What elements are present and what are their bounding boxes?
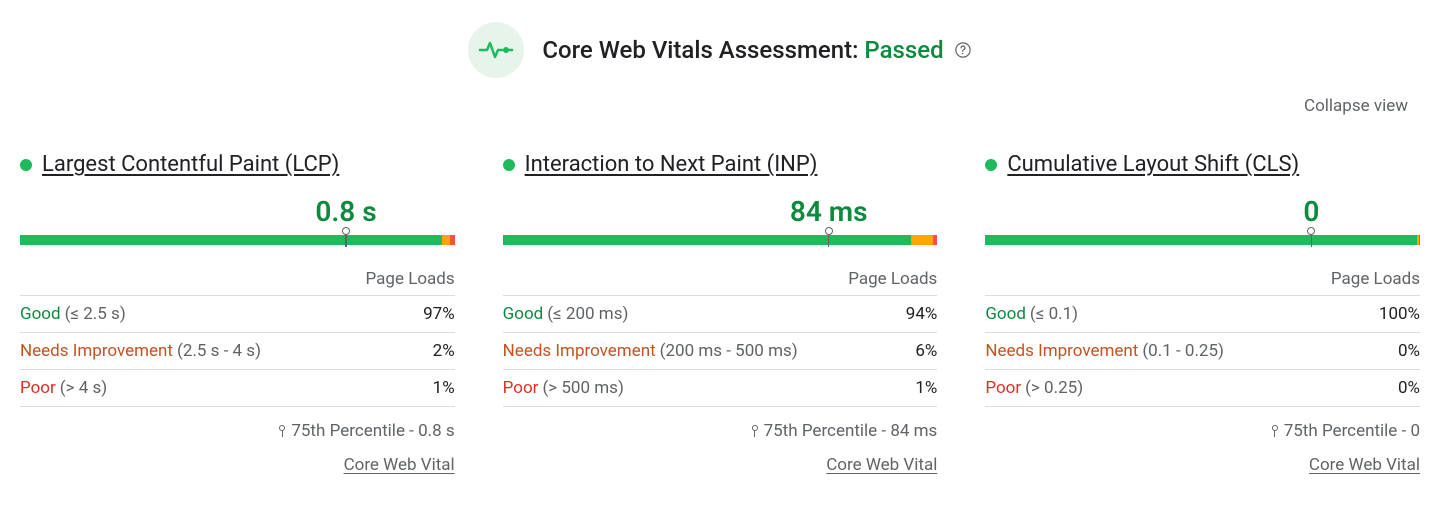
percentile-row: 75th Percentile - 0.8 s [20,421,455,441]
dist-pct: 97% [423,304,455,324]
core-web-vital-link[interactable]: Core Web Vital [20,455,455,475]
dist-row-ni: Needs Improvement (200 ms - 500 ms) 6% [503,333,938,370]
bar-segment-poor [1419,235,1420,245]
dist-range: (2.5 s - 4 s) [177,341,261,361]
percentile-text: 75th Percentile - 0.8 s [291,421,454,441]
percentile-row: 75th Percentile - 84 ms [503,421,938,441]
bar-segment-good [985,235,1417,245]
percentile-marker-icon [1272,425,1278,437]
page-loads-header: Page Loads [985,269,1420,296]
dist-range: (> 0.25) [1025,378,1083,398]
dist-range: (≤ 200 ms) [547,304,628,324]
dist-label: Poor [985,378,1021,398]
metric-value: 0.8 s [315,195,376,228]
assessment-title: Core Web Vitals Assessment: [542,36,858,64]
dist-pct: 94% [906,304,938,324]
dist-row-poor: Poor (> 4 s) 1% [20,370,455,407]
status-dot [985,159,997,171]
help-icon[interactable] [954,41,972,59]
dist-pct: 0% [1398,378,1420,398]
core-web-vital-link[interactable]: Core Web Vital [985,455,1420,475]
dist-label: Needs Improvement [985,341,1138,361]
metric-card-lcp: Largest Contentful Paint (LCP) 0.8 s Page … [20,152,455,475]
dist-range: (200 ms - 500 ms) [660,341,798,361]
dist-row-good: Good (≤ 0.1) 100% [985,296,1420,333]
percentile-text: 75th Percentile - 0 [1284,421,1420,441]
percentile-marker-icon [1307,227,1315,247]
metric-value: 84 ms [790,195,868,228]
dist-label: Poor [20,378,56,398]
metric-card-inp: Interaction to Next Paint (INP) 84 ms Page… [503,152,938,475]
percentile-marker-icon [825,227,833,247]
dist-range: (≤ 0.1) [1030,304,1078,324]
percentile-row: 75th Percentile - 0 [985,421,1420,441]
status-dot [503,159,515,171]
dist-label: Poor [503,378,539,398]
dist-label: Good [503,304,544,324]
bar-segment-ni [442,235,451,245]
metrics-row: Largest Contentful Paint (LCP) 0.8 s Page … [20,152,1420,475]
metric-title-link[interactable]: Cumulative Layout Shift (CLS) [1007,152,1299,177]
bar-segment-good [20,235,442,245]
distribution-bar [985,235,1420,257]
dist-pct: 6% [915,341,937,361]
core-web-vital-link[interactable]: Core Web Vital [503,455,938,475]
bar-segment-good [503,235,912,245]
distribution-bar [503,235,938,257]
dist-pct: 1% [433,378,455,398]
dist-row-poor: Poor (> 500 ms) 1% [503,370,938,407]
percentile-text: 75th Percentile - 84 ms [764,421,938,441]
dist-row-good: Good (≤ 200 ms) 94% [503,296,938,333]
distribution-bar [20,235,455,257]
bar-segment-ni [911,235,933,245]
metric-value: 0 [1303,195,1319,228]
metric-title-link[interactable]: Interaction to Next Paint (INP) [525,152,818,177]
status-dot [20,159,32,171]
dist-label: Needs Improvement [20,341,173,361]
bar-segment-poor [450,235,454,245]
percentile-marker-icon [279,425,285,437]
metric-card-cls: Cumulative Layout Shift (CLS)0 Page Loads… [985,152,1420,475]
page-loads-header: Page Loads [20,269,455,296]
dist-range: (≤ 2.5 s) [65,304,126,324]
dist-range: (> 500 ms) [542,378,623,398]
dist-row-ni: Needs Improvement (0.1 - 0.25) 0% [985,333,1420,370]
dist-label: Good [985,304,1026,324]
dist-pct: 2% [433,341,455,361]
dist-pct: 1% [915,378,937,398]
pulse-icon [468,22,524,78]
dist-pct: 100% [1379,304,1420,324]
percentile-marker-icon [342,227,350,247]
dist-label: Good [20,304,61,324]
dist-row-poor: Poor (> 0.25) 0% [985,370,1420,407]
dist-row-good: Good (≤ 2.5 s) 97% [20,296,455,333]
metric-title-link[interactable]: Largest Contentful Paint (LCP) [42,152,339,177]
dist-row-ni: Needs Improvement (2.5 s - 4 s) 2% [20,333,455,370]
bar-segment-poor [933,235,937,245]
assessment-status: Passed [864,36,943,64]
dist-label: Needs Improvement [503,341,656,361]
page-loads-header: Page Loads [503,269,938,296]
dist-pct: 0% [1398,341,1420,361]
dist-range: (> 4 s) [60,378,107,398]
percentile-marker-icon [752,425,758,437]
dist-range: (0.1 - 0.25) [1142,341,1224,361]
assessment-header: Core Web Vitals Assessment: Passed [20,22,1420,78]
collapse-view-link[interactable]: Collapse view [20,96,1408,116]
